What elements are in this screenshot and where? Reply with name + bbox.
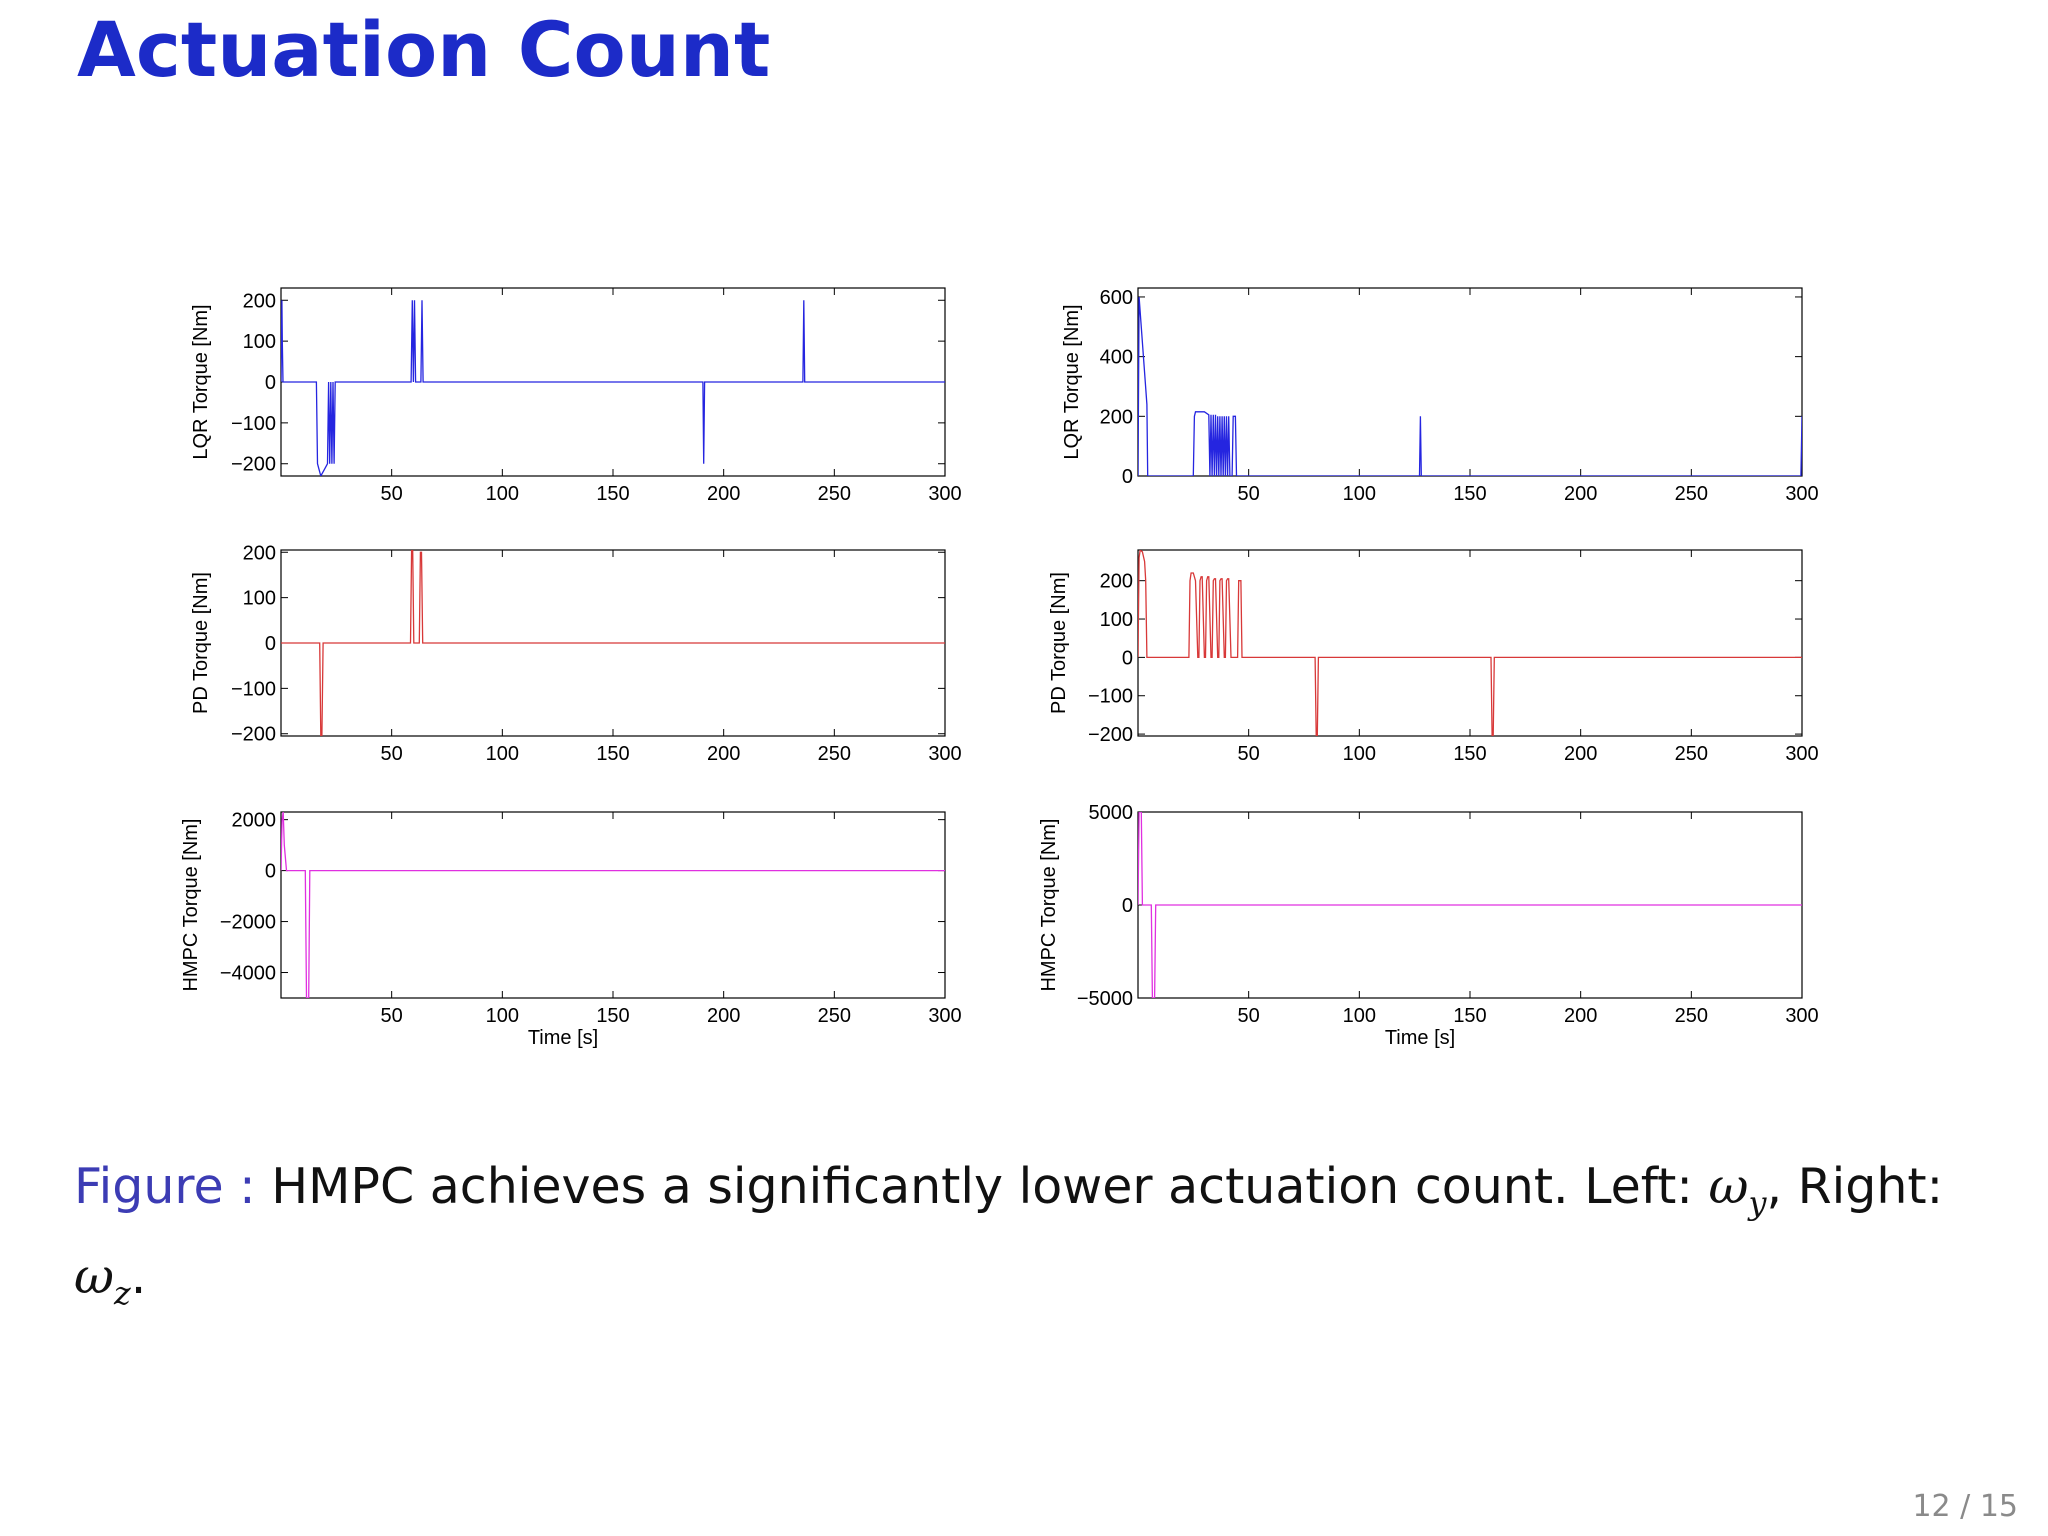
x-tick-label: 150 (1453, 483, 1486, 505)
y-tick-label: 0 (1122, 647, 1133, 669)
x-tick-label: 200 (1564, 743, 1597, 765)
x-tick-label: 150 (1453, 743, 1486, 765)
y-tick-label: −200 (1088, 724, 1133, 746)
y-axis-label: LQR Torque [Nm] (190, 304, 212, 459)
y-axis-label: PD Torque [Nm] (190, 572, 212, 714)
x-tick-label: 150 (1453, 1005, 1486, 1027)
y-axis-label: HMPC Torque [Nm] (180, 818, 202, 991)
x-tick-label: 200 (1564, 1005, 1597, 1027)
figure-caption: Figure : HMPC achieves a significantly l… (74, 1150, 1974, 1330)
y-axis-label: HMPC Torque [Nm] (1038, 818, 1060, 991)
x-tick-label: 300 (928, 483, 961, 505)
x-tick-label: 250 (818, 483, 851, 505)
x-tick-label: 250 (1675, 483, 1708, 505)
y-tick-label: 0 (265, 633, 276, 655)
axes-box (1137, 287, 1803, 477)
x-tick-label: 200 (707, 1005, 740, 1027)
y-tick-label: 200 (243, 542, 276, 564)
caption-label: Figure : (74, 1158, 256, 1215)
x-tick-label: 50 (381, 483, 403, 505)
x-tick-label: 150 (596, 483, 629, 505)
x-tick-label: 300 (1785, 1005, 1818, 1027)
y-tick-label: 100 (243, 331, 276, 353)
series-line-left-hmpc (281, 812, 945, 998)
y-tick-label: −4000 (220, 963, 276, 985)
y-tick-label: −200 (231, 724, 276, 746)
caption-mid: , Right: (1766, 1158, 1944, 1215)
y-tick-label: 0 (1122, 466, 1133, 488)
series-line-right-lqr (1138, 296, 1802, 476)
x-axis-label: Time [s] (1385, 1027, 1455, 1049)
y-tick-label: −200 (231, 454, 276, 476)
x-tick-label: 250 (1675, 743, 1708, 765)
y-tick-label: 600 (1100, 287, 1133, 309)
y-tick-label: −100 (231, 413, 276, 435)
x-tick-label: 250 (818, 1005, 851, 1027)
x-tick-label: 250 (1675, 1005, 1708, 1027)
y-tick-label: 200 (1100, 406, 1133, 428)
y-tick-label: 5000 (1089, 802, 1134, 824)
caption-end: . (130, 1247, 147, 1305)
x-tick-label: 200 (707, 483, 740, 505)
y-tick-label: 0 (265, 372, 276, 394)
x-tick-label: 300 (928, 1005, 961, 1027)
x-tick-label: 100 (1343, 483, 1376, 505)
y-axis-label: LQR Torque [Nm] (1061, 304, 1083, 459)
slide-title: Actuation Count (77, 5, 771, 94)
x-tick-label: 50 (1238, 483, 1260, 505)
x-tick-label: 300 (1785, 483, 1818, 505)
chart-left-hmpc: 50 100 150 200 250 300 −4000 −2000 0 2000 HMPC Tor… (180, 810, 962, 1049)
x-tick-label: 100 (486, 743, 519, 765)
y-tick-label: −100 (1088, 686, 1133, 708)
chart-left-pd: 50 100 150 200 250 300 −200 −100 0 100 200 PD Torqu… (190, 542, 962, 765)
y-tick-label: −100 (231, 678, 276, 700)
y-tick-label: 100 (1100, 609, 1133, 631)
series-line-right-hmpc (1138, 812, 1802, 998)
x-tick-label: 150 (596, 743, 629, 765)
x-tick-label: 300 (1785, 743, 1818, 765)
x-tick-label: 250 (818, 743, 851, 765)
series-line-right-pd (1138, 550, 1802, 736)
x-tick-label: 50 (381, 743, 403, 765)
chart-left-lqr: 50 100 150 200 250 300 −200 −100 0 100 200 LQR Torq… (190, 287, 962, 505)
chart-right-lqr: 50 100 150 200 250 300 0 200 400 600 LQR Torque [N… (1061, 287, 1819, 505)
y-tick-label: −5000 (1077, 988, 1133, 1010)
x-tick-label: 150 (596, 1005, 629, 1027)
y-tick-label: 200 (243, 290, 276, 312)
x-axis-label: Time [s] (528, 1027, 598, 1049)
y-tick-label: 100 (243, 588, 276, 610)
x-tick-label: 200 (707, 743, 740, 765)
y-tick-label: 0 (265, 861, 276, 883)
caption-text: HMPC achieves a significantly lower actu… (271, 1158, 1709, 1215)
y-axis-label: PD Torque [Nm] (1048, 572, 1070, 714)
omega-y: ωy (1708, 1158, 1767, 1222)
axes-box (280, 811, 946, 999)
page-number: 12 / 15 (1912, 1489, 2018, 1524)
chart-right-hmpc: 50 100 150 200 250 300 −5000 0 5000 HMPC Torque [… (1038, 802, 1819, 1049)
x-tick-label: 100 (1343, 743, 1376, 765)
x-tick-label: 100 (1343, 1005, 1376, 1027)
x-tick-label: 50 (1238, 1005, 1260, 1027)
chart-right-pd: 50 100 150 200 250 300 −200 −100 0 100 200 PD Torqu… (1048, 549, 1819, 765)
x-tick-label: 300 (928, 743, 961, 765)
x-tick-label: 200 (1564, 483, 1597, 505)
series-line-left-pd (281, 550, 945, 736)
x-tick-label: 50 (381, 1005, 403, 1027)
y-tick-label: 400 (1100, 347, 1133, 369)
x-tick-label: 100 (486, 1005, 519, 1027)
y-tick-label: 2000 (232, 810, 277, 832)
series-line-left-lqr (281, 300, 945, 476)
x-tick-label: 50 (1238, 743, 1260, 765)
y-tick-label: −2000 (220, 912, 276, 934)
y-tick-label: 200 (1100, 571, 1133, 593)
y-tick-label: 0 (1122, 895, 1133, 917)
x-tick-label: 100 (486, 483, 519, 505)
omega-z: ωz (74, 1247, 131, 1312)
